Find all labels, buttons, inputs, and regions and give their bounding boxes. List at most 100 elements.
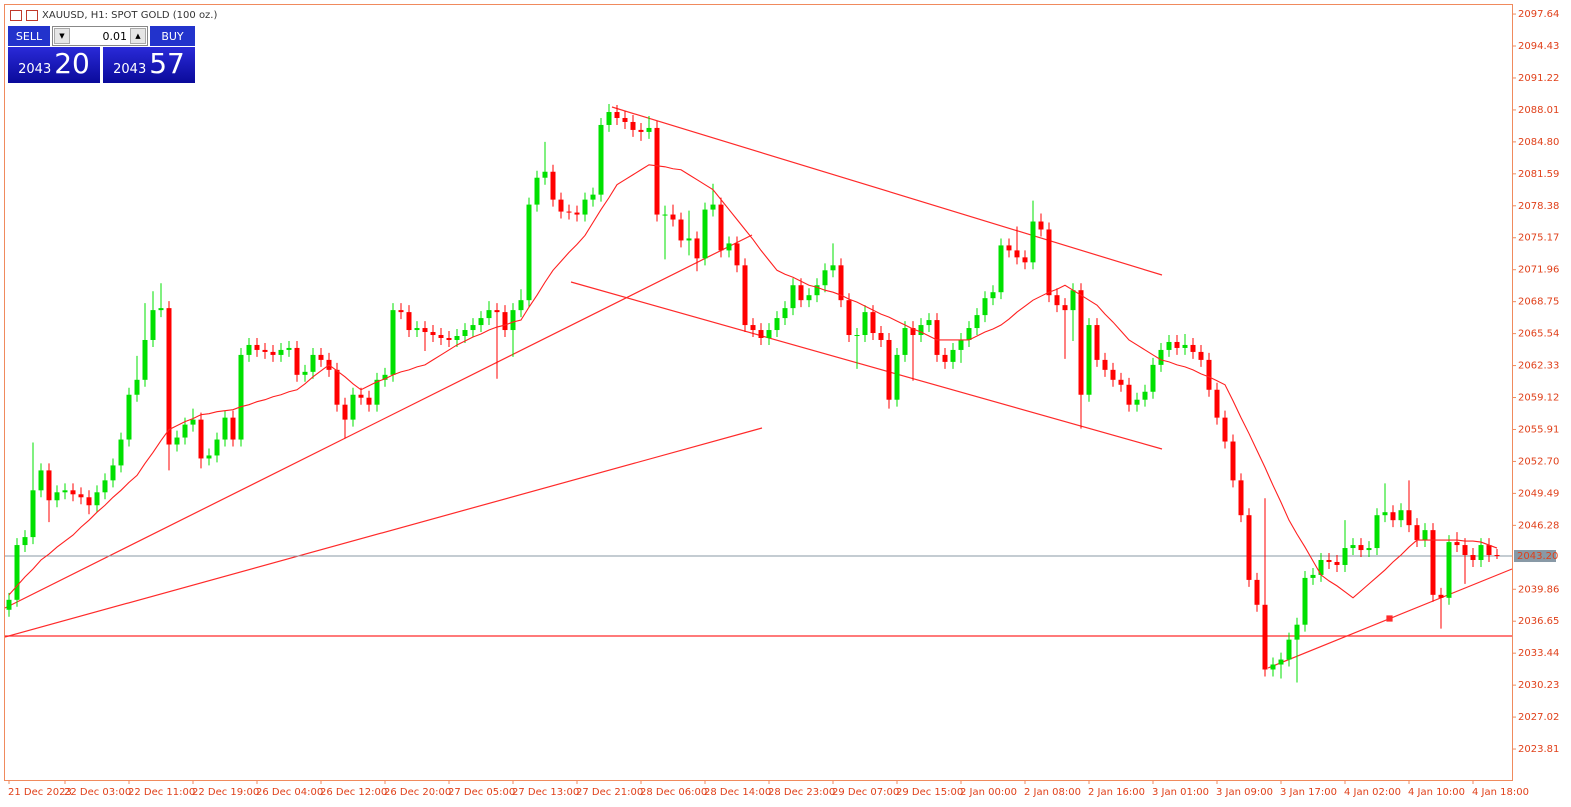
x-tick-label: 22 Dec 19:00 (192, 787, 259, 798)
bid-price[interactable]: 2043 20 (8, 47, 100, 83)
lot-down[interactable]: ▼ (54, 28, 70, 44)
x-tick-label: 2 Jan 16:00 (1088, 787, 1145, 798)
candle-body (1262, 604, 1268, 670)
candle-body (174, 437, 180, 445)
ask-small: 57 (149, 47, 185, 80)
buy-button[interactable]: BUY (150, 26, 195, 46)
candle-body (758, 330, 764, 338)
candle-body (22, 537, 28, 546)
candle-body (582, 199, 588, 215)
candle-body (1326, 559, 1332, 562)
candle-body (78, 494, 84, 498)
x-tick-label: 29 Dec 15:00 (896, 787, 963, 798)
x-tick-label: 2 Jan 08:00 (1024, 787, 1081, 798)
candle-body (1350, 545, 1356, 549)
y-tick-label: 2068.75 (1518, 297, 1559, 308)
candle-body (1422, 530, 1428, 541)
candle-body (878, 333, 884, 340)
candle-body (870, 312, 876, 334)
candle-body (558, 199, 564, 212)
ask-price[interactable]: 2043 57 (103, 47, 195, 83)
candle-body (102, 480, 108, 493)
x-tick-label: 28 Dec 14:00 (704, 787, 771, 798)
candle-body (526, 204, 532, 301)
lot-up[interactable]: ▲ (130, 28, 146, 44)
trend-line (4, 234, 753, 609)
candle-body (606, 112, 612, 125)
candle-body (838, 265, 844, 301)
y-tick-label: 2081.59 (1518, 169, 1559, 180)
y-tick-label: 2036.65 (1518, 616, 1559, 627)
candle-body (142, 339, 148, 380)
x-tick-label: 27 Dec 21:00 (576, 787, 643, 798)
candle-body (646, 127, 652, 132)
x-tick-label: 26 Dec 12:00 (320, 787, 387, 798)
candle-body (374, 379, 380, 405)
bid-small: 20 (54, 47, 90, 80)
candle-body (198, 419, 204, 459)
candle-body (430, 332, 436, 336)
trend-line (611, 106, 1163, 276)
candle-body (614, 112, 620, 118)
candle-body (830, 265, 836, 271)
candle-body (958, 339, 964, 350)
candle-body (334, 369, 340, 405)
sell-button[interactable]: SELL (8, 26, 50, 46)
bid-big: 2043 (18, 62, 52, 77)
candle-body (1150, 364, 1156, 392)
candle-body (110, 465, 116, 481)
candle-body (926, 320, 932, 326)
candle-body (534, 177, 540, 205)
candle-body (1094, 325, 1100, 360)
candle-body (1334, 561, 1340, 565)
bid-label: 2043.20 (1517, 551, 1558, 562)
candle-body (1310, 574, 1316, 578)
candle-body (862, 312, 868, 336)
candle-body (702, 209, 708, 259)
candle-body (1382, 512, 1388, 516)
candle-body (934, 320, 940, 355)
candle-body (310, 354, 316, 372)
candle-body (670, 214, 676, 220)
x-tick-label: 4 Jan 02:00 (1344, 787, 1401, 798)
anchor-point (1386, 615, 1393, 622)
x-tick-label: 26 Dec 04:00 (256, 787, 323, 798)
candle-body (94, 492, 100, 506)
candle-body (358, 394, 364, 398)
candle-body (230, 417, 236, 440)
candle-body (1454, 542, 1460, 546)
candle-body (1430, 530, 1436, 595)
candle-body (462, 330, 468, 337)
candle-body (1374, 515, 1380, 549)
candle-body (590, 194, 596, 200)
candle-body (14, 545, 20, 600)
bid-label-box (1514, 550, 1556, 563)
candle-body (126, 394, 132, 440)
y-tick-label: 2055.91 (1518, 424, 1559, 435)
y-tick-label: 2078.38 (1518, 201, 1559, 212)
candle-body (166, 308, 172, 445)
candle-body (38, 470, 44, 491)
candle-body (270, 351, 276, 355)
candle-body (470, 325, 476, 331)
candle-body (262, 349, 268, 352)
candle-body (822, 270, 828, 286)
candle-body (510, 310, 516, 331)
candle-body (1494, 555, 1500, 557)
candle-body (854, 335, 860, 337)
x-tick-label: 3 Jan 09:00 (1216, 787, 1273, 798)
trend-line (570, 281, 1163, 450)
trade-panel: SELL ▼ 0.01 ▲ BUY 2043 20 2043 57 (8, 26, 195, 83)
candle-body (406, 312, 412, 331)
candle-body (150, 310, 156, 340)
lot-input[interactable]: ▼ 0.01 ▲ (52, 26, 148, 46)
candle-body (1014, 250, 1020, 258)
candle-body (774, 318, 780, 331)
candle-body (1022, 257, 1028, 263)
moving-average (8, 164, 1498, 599)
candle-body (254, 344, 260, 350)
y-tick-label: 2027.02 (1518, 712, 1559, 723)
candle-body (950, 349, 956, 362)
